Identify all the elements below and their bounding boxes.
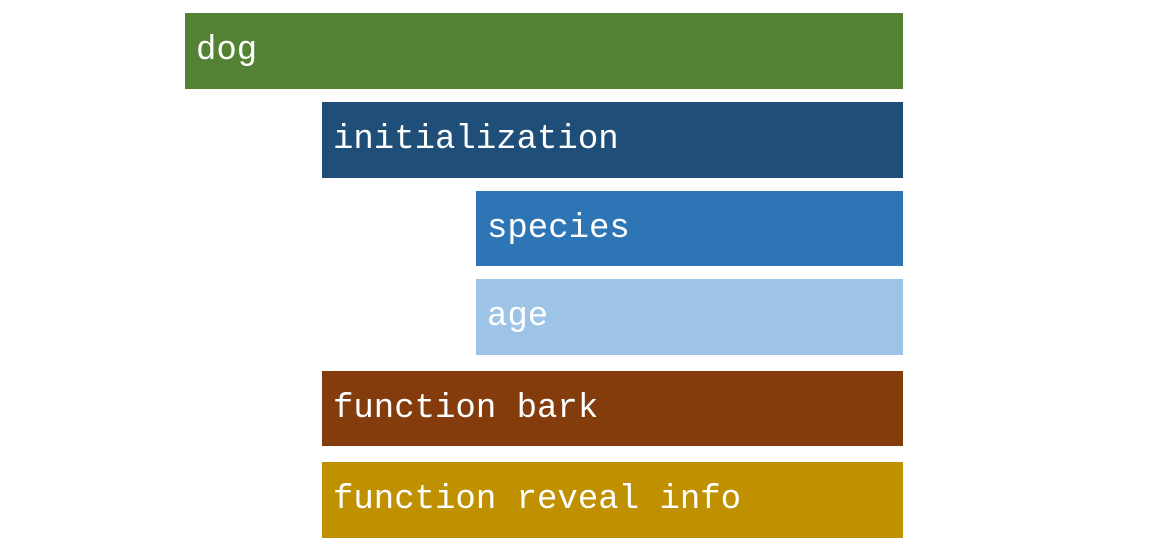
initialization-block: initialization	[322, 102, 903, 178]
attribute-block-species: species	[476, 191, 903, 266]
attribute-block-age-label: age	[487, 298, 549, 336]
function-block-bark-label: function bark	[333, 389, 599, 428]
attribute-block-species-label: species	[487, 209, 630, 248]
class-block-dog: dog	[185, 13, 903, 89]
function-block-reveal-info-label: function reveal info	[333, 481, 742, 519]
attribute-block-age: age	[476, 279, 903, 355]
class-block-dog-label: dog	[196, 32, 258, 70]
function-block-reveal-info: function reveal info	[322, 462, 903, 538]
initialization-block-label: initialization	[333, 121, 619, 159]
function-block-bark: function bark	[322, 371, 903, 446]
